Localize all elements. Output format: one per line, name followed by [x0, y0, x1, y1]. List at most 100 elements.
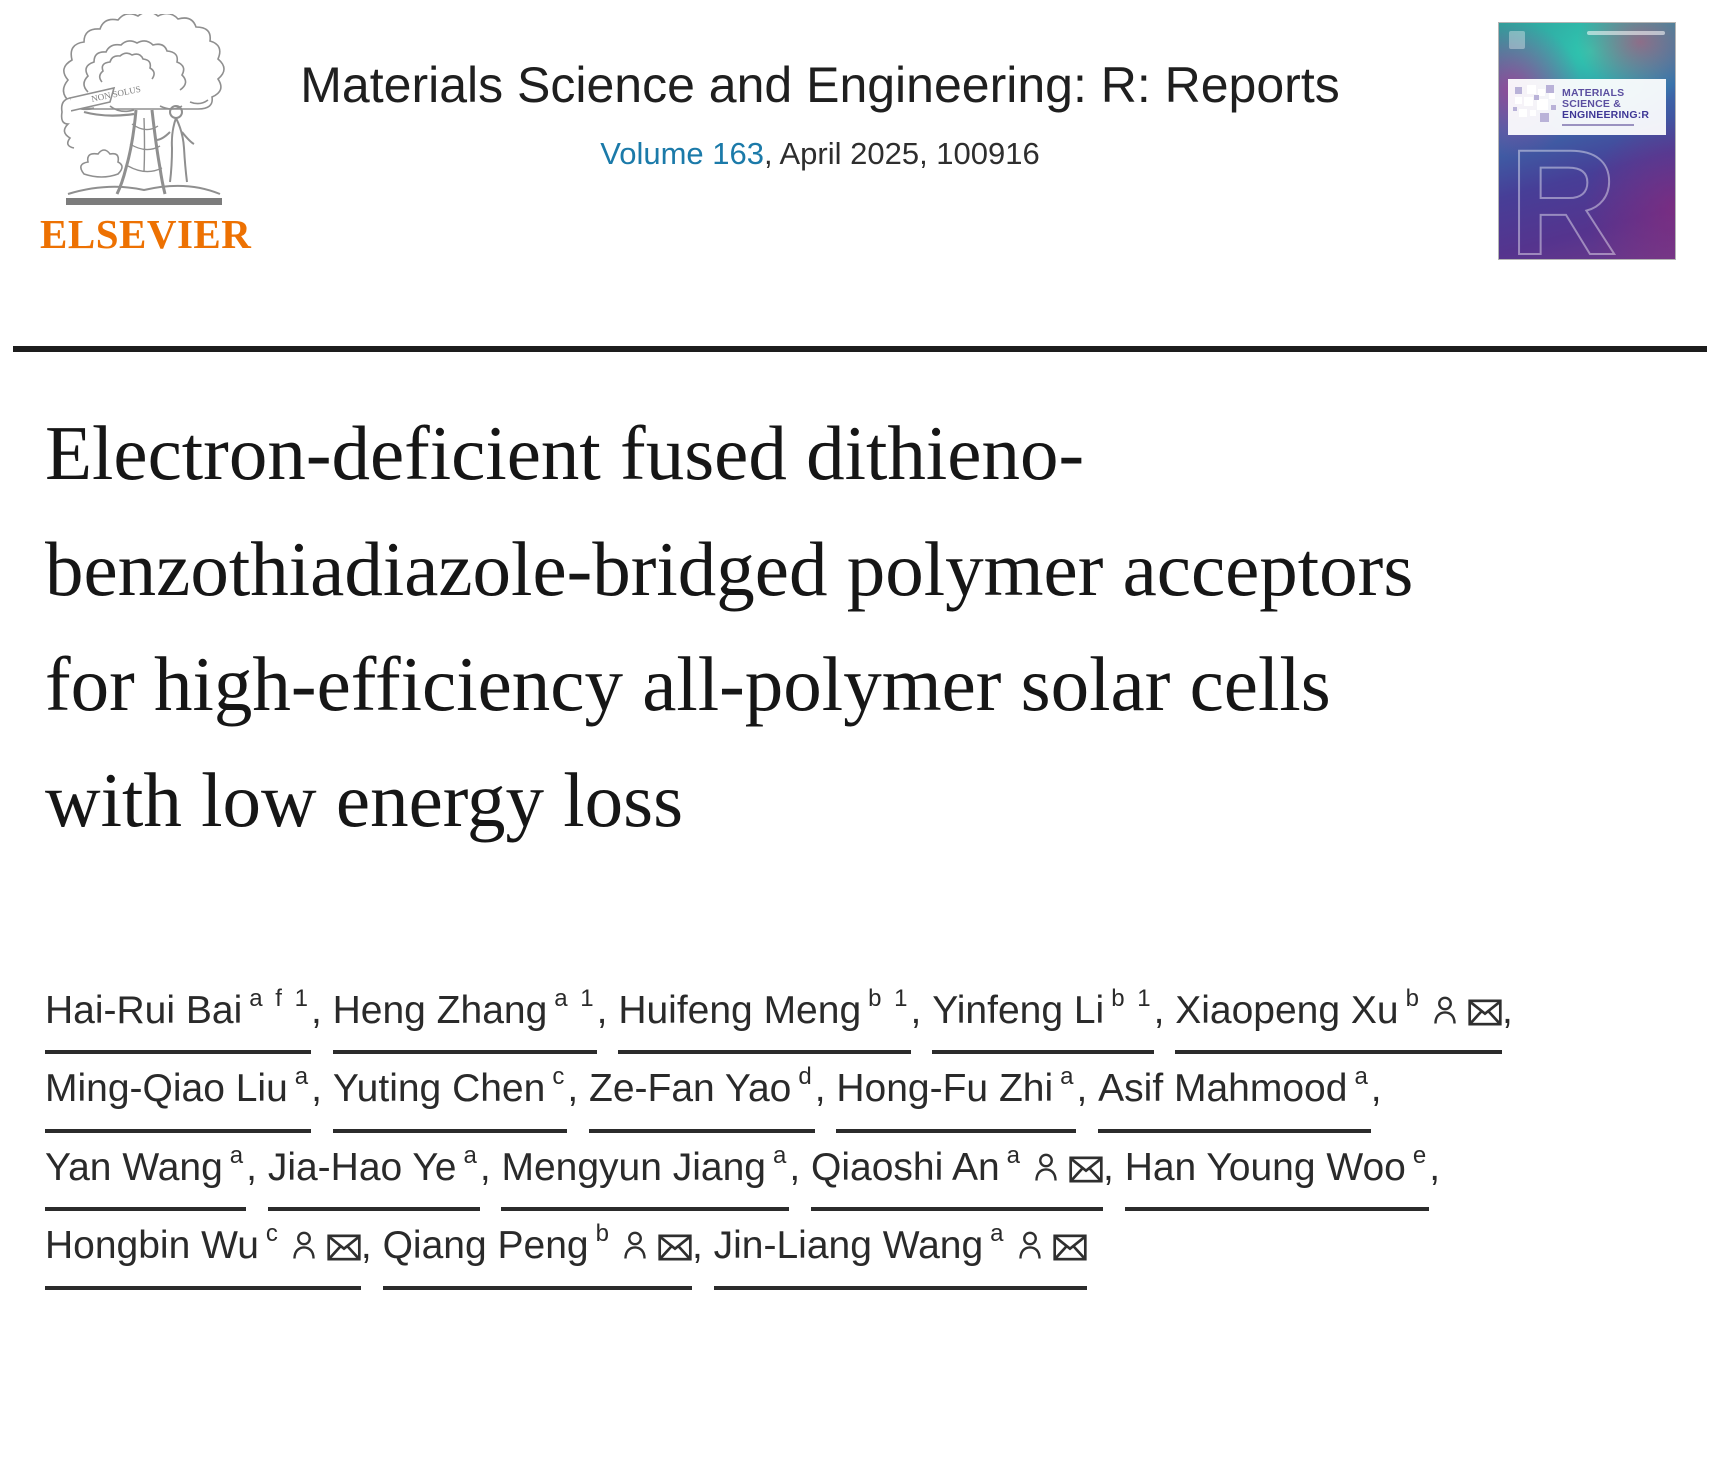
person-icon[interactable]	[1033, 1151, 1059, 1183]
author-separator: ,	[479, 1145, 502, 1189]
author-name: Asif Mahmood	[1098, 1067, 1348, 1111]
author-name: Han Young Woo	[1124, 1145, 1406, 1189]
author-superscript: c	[265, 1220, 281, 1248]
cover-pixel-pattern-icon	[1513, 84, 1557, 130]
author-separator: ,	[1076, 1067, 1099, 1111]
author-separator: ,	[691, 1224, 714, 1268]
author-superscript: a f 1	[249, 985, 311, 1012]
author-superscript: a	[773, 1141, 790, 1169]
svg-text:NON SOLUS: NON SOLUS	[90, 84, 141, 104]
envelope-icon[interactable]	[1069, 1156, 1103, 1183]
author-name: Ze-Fan Yao	[589, 1067, 792, 1111]
author-separator: ,	[1501, 989, 1513, 1032]
author-separator: ,	[596, 989, 619, 1032]
author-link[interactable]: Yan Wang a	[45, 1133, 247, 1212]
author-name: Huifeng Meng	[618, 989, 862, 1032]
author-name: Ming-Qiao Liu	[45, 1067, 288, 1111]
author-link[interactable]: Qiang Peng b	[382, 1211, 692, 1290]
envelope-icon[interactable]	[327, 1234, 361, 1261]
author-link[interactable]: Hai-Rui Bai a f 1	[45, 976, 311, 1055]
author-link[interactable]: Heng Zhang a 1	[332, 976, 597, 1055]
cover-banner-title: MATERIALS SCIENCE & ENGINEERING:R	[1562, 86, 1661, 127]
author-superscript: a	[1354, 1063, 1371, 1091]
elsevier-wordmark: ELSEVIER	[40, 211, 252, 257]
author-name: Hongbin Wu	[45, 1224, 259, 1268]
article-title: Electron-deficient fused dithieno-benzot…	[45, 410, 1414, 843]
journal-header: NON SOLUS ELSEVIER Materials Science and…	[0, 0, 1720, 260]
author-superscript: b 1	[1111, 985, 1154, 1012]
author-superscript: c	[552, 1063, 568, 1091]
envelope-icon[interactable]	[1468, 999, 1502, 1026]
author-link[interactable]: Ming-Qiao Liu a	[45, 1054, 312, 1133]
cover-mini-logo	[1509, 31, 1525, 49]
author-link[interactable]: Han Young Woo e	[1124, 1133, 1430, 1212]
author-superscript: a	[294, 1063, 312, 1091]
author-name: Jin-Liang Wang	[713, 1224, 984, 1268]
author-link[interactable]: Asif Mahmood a	[1098, 1054, 1371, 1133]
author-name: Mengyun Jiang	[501, 1145, 766, 1189]
author-name: Yinfeng Li	[932, 989, 1105, 1032]
cover-banner: MATERIALS SCIENCE & ENGINEERING:R	[1508, 79, 1666, 135]
journal-title-link[interactable]: Materials Science and Engineering: R: Re…	[300, 57, 1340, 113]
author-name: Qiaoshi An	[811, 1145, 1000, 1189]
author-superscript: b 1	[868, 985, 911, 1012]
author-separator: ,	[310, 989, 333, 1032]
author-separator: ,	[360, 1224, 383, 1268]
author-superscript: a	[229, 1141, 247, 1169]
author-link[interactable]: Jia-Hao Ye a	[267, 1133, 480, 1212]
cover-banner-line2: SCIENCE &	[1562, 97, 1621, 110]
svg-text:R: R	[1509, 118, 1617, 260]
cover-banner-line1: MATERIALS	[1562, 86, 1625, 99]
journal-cover-link[interactable]: MATERIALS SCIENCE & ENGINEERING:R R	[1498, 22, 1676, 260]
person-icon[interactable]	[622, 1229, 648, 1261]
cover-r-watermark: R	[1505, 116, 1625, 260]
header-divider	[13, 346, 1707, 352]
author-separator: ,	[814, 1067, 837, 1111]
author-link[interactable]: Huifeng Meng b 1	[618, 976, 911, 1055]
author-separator: ,	[1429, 1145, 1441, 1189]
author-superscript: a	[1060, 1063, 1077, 1091]
author-link[interactable]: Yinfeng Li b 1	[932, 976, 1154, 1055]
issue-text: , April 2025, 100916	[763, 136, 1040, 171]
author-name: Xiaopeng Xu	[1175, 989, 1399, 1032]
envelope-icon[interactable]	[1052, 1234, 1087, 1261]
cover-banner-subline	[1562, 124, 1634, 127]
author-separator: ,	[1103, 1145, 1125, 1189]
elsevier-tree-icon: NON SOLUS	[40, 14, 252, 212]
author-link[interactable]: Mengyun Jiang a	[501, 1133, 790, 1212]
elsevier-logo-link[interactable]: NON SOLUS ELSEVIER	[40, 14, 252, 255]
envelope-icon[interactable]	[658, 1234, 692, 1261]
author-link[interactable]: Ze-Fan Yao d	[589, 1054, 815, 1133]
author-separator: ,	[567, 1067, 589, 1111]
author-superscript: a	[990, 1220, 1007, 1248]
author-separator: ,	[910, 989, 933, 1032]
person-icon[interactable]	[1017, 1229, 1043, 1261]
person-icon[interactable]	[291, 1229, 317, 1261]
author-name: Hai-Rui Bai	[45, 989, 243, 1032]
author-link[interactable]: Qiaoshi An a	[811, 1133, 1104, 1212]
volume-link[interactable]: Volume 163	[600, 136, 764, 171]
author-link[interactable]: Jin-Liang Wang a	[713, 1211, 1087, 1290]
author-separator: ,	[1153, 989, 1176, 1032]
author-link[interactable]: Xiaopeng Xu b	[1175, 976, 1502, 1055]
author-superscript: b	[1405, 985, 1422, 1012]
author-separator: ,	[246, 1145, 268, 1189]
author-name: Heng Zhang	[332, 989, 548, 1032]
person-icon[interactable]	[1432, 994, 1458, 1026]
author-name: Qiang Peng	[382, 1224, 589, 1268]
author-link[interactable]: Yuting Chen c	[332, 1054, 568, 1133]
author-separator: ,	[1370, 1067, 1382, 1111]
author-superscript: b	[595, 1220, 612, 1248]
author-superscript: a	[463, 1141, 480, 1169]
author-link[interactable]: Hong-Fu Zhi a	[836, 1054, 1077, 1133]
author-superscript: e	[1412, 1141, 1430, 1169]
author-superscript: a 1	[554, 985, 597, 1012]
journal-title-block: Materials Science and Engineering: R: Re…	[252, 14, 1388, 172]
author-name: Yuting Chen	[332, 1067, 546, 1111]
authors-list: Hai-Rui Bai a f 1, Heng Zhang a 1, Huifeng…	[45, 976, 1565, 1290]
author-link[interactable]: Hongbin Wu c	[45, 1211, 361, 1290]
author-name: Jia-Hao Ye	[267, 1145, 457, 1189]
author-separator: ,	[789, 1145, 812, 1189]
author-name: Hong-Fu Zhi	[836, 1067, 1054, 1111]
